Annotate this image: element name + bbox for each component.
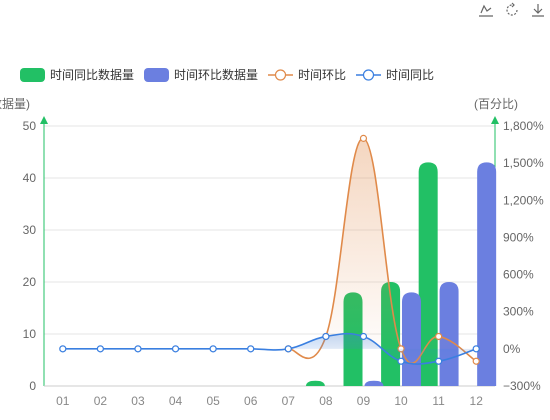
y-right-tick-label: 1,200% [503,193,544,207]
download-icon[interactable] [530,2,546,18]
y-left-tick-label: 50 [23,119,37,133]
legend-item-2[interactable]: 时间环比数据量 [144,66,258,83]
bar-yoy-volume [418,162,438,386]
point-mom [435,332,443,341]
legend-item-3[interactable]: 时间环比 [268,66,346,83]
x-tick-label: 04 [169,394,183,408]
x-tick-label: 02 [94,394,108,408]
line-area-mom [288,138,477,364]
y-left-tick-label: 30 [23,223,37,237]
point-yoy [322,332,330,341]
point-yoy [284,345,292,353]
legend-symbol [144,67,170,82]
x-tick-label: 10 [394,394,408,408]
chart-toolbox [478,0,546,20]
y-right-tick-label: 600% [503,268,534,282]
legend-item-1[interactable]: 时间同比数据量 [20,66,134,83]
legend-symbol [356,68,382,81]
x-tick-label: 08 [319,394,333,408]
point-yoy [435,357,443,365]
restore-icon[interactable] [504,2,520,18]
x-tick-label: 03 [131,394,145,408]
point-yoy [59,345,67,353]
legend-symbol [20,67,45,82]
y-right-axis-name: (百分比) [474,97,518,111]
point-mom [472,357,480,365]
x-tick-label: 05 [206,394,220,408]
legend-label: 时间环比 [298,68,347,82]
chart-legend: 时间同比数据量 时间环比数据量 时间环比 时间同比 [20,66,434,83]
y-left-tick-label: 40 [23,171,37,185]
point-yoy [397,357,405,365]
y-right-tick-label: 900% [503,230,534,244]
point-yoy [247,345,255,353]
x-tick-label: 06 [244,394,258,408]
legend-label: 时间同比数据量 [50,68,135,82]
y-right-tick-label: 1,500% [503,156,544,170]
legend-label: 时间同比 [386,68,435,82]
x-tick-label: 11 [432,394,445,408]
x-tick-label: 09 [357,394,371,408]
legend-item-4[interactable]: 时间同比 [356,66,434,83]
y-left-axis-arrow [40,116,48,124]
y-right-tick-label: 300% [503,305,534,319]
y-left-axis-name: (数据量) [0,96,30,111]
point-yoy [359,332,368,341]
y-right-tick-label: 1,800% [503,119,544,133]
y-left-tick-label: 10 [23,327,37,341]
y-right-axis-arrow [491,116,499,124]
y-right-tick-label: 0% [503,342,521,356]
x-tick-label: 01 [56,394,70,408]
y-right-tick-label: −300% [503,379,541,393]
point-yoy [134,345,142,353]
bar-mom-volume [401,292,421,386]
legend-symbol [268,68,294,81]
x-tick-label: 07 [282,394,296,408]
bar-mom-volume [364,380,384,386]
y-left-tick-label: 20 [23,275,37,289]
line-chart-switch-icon[interactable] [478,2,494,18]
legend-label: 时间环比数据量 [174,68,259,82]
bar-mom-volume [477,162,497,386]
line-area-yoy [62,333,477,365]
point-yoy [472,345,480,353]
point-yoy [209,345,217,353]
bar-mom-volume [439,282,459,386]
point-yoy [96,345,104,353]
point-mom [359,134,368,142]
bar-yoy-volume [305,380,325,386]
y-left-tick-label: 0 [29,379,36,393]
point-yoy [171,345,180,353]
x-tick-label: 12 [470,394,484,408]
